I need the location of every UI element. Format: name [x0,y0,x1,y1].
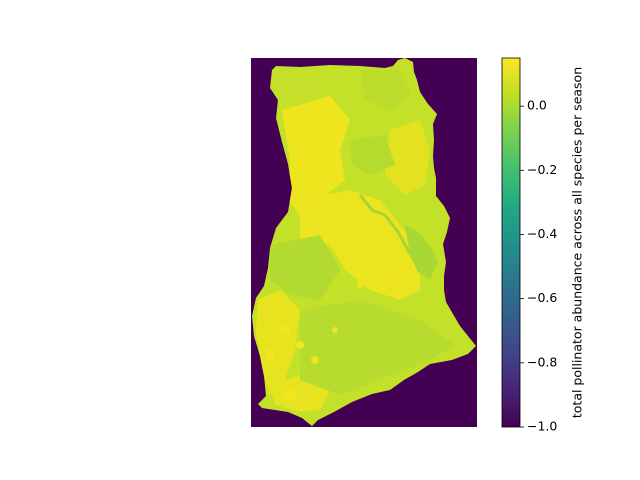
colorbar-tick-label: −1.0 [527,419,557,434]
mid-zone-northeast [360,70,412,110]
high-zone-central [300,190,420,300]
volta-lake [405,225,438,280]
mid-zone-south [300,300,455,395]
mid-zone-northwest [272,70,330,105]
abundance-patches [256,70,455,412]
patch [265,350,275,360]
colorbar-tick-label: −0.6 [527,290,557,305]
high-zone-north [282,96,350,215]
colorbar: 0.0 −0.2 −0.4 −0.6 −0.8 −1.0 total pollinator… [501,57,585,434]
colorbar-tick-label: −0.4 [527,226,557,241]
high-zone-southwest [256,290,300,395]
mid-zone-west [270,235,340,300]
patch [311,356,319,364]
colorbar-gradient [501,57,521,428]
patch [332,327,338,333]
high-zone-east [385,120,430,195]
colorbar-tick-label: −0.8 [527,354,557,369]
colorbar-label: total pollinator abundance across all sp… [570,67,585,418]
patch [296,341,304,349]
colorbar-tick-label: 0.0 [527,98,547,113]
patch [284,389,296,401]
mid-zone-east-center [350,135,395,175]
patch [391,276,399,284]
patch [357,282,363,288]
patch [280,325,290,335]
ghana-map [252,58,476,426]
colorbar-tick-label: −0.2 [527,162,557,177]
colorbar-ticks: 0.0 −0.2 −0.4 −0.6 −0.8 −1.0 [520,98,557,434]
